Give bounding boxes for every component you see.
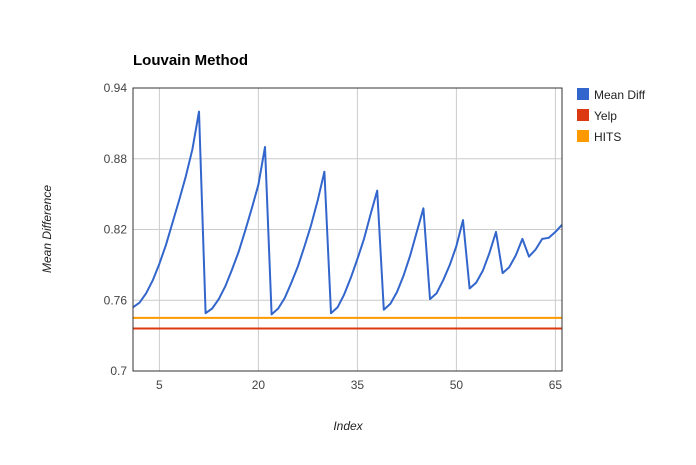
legend-swatch-yelp — [577, 109, 589, 121]
gridlines — [133, 88, 562, 371]
y-tick-label: 0.82 — [104, 223, 128, 237]
y-tick-label: 0.7 — [110, 364, 127, 378]
legend-label-hits: HITS — [594, 130, 621, 144]
x-tick-label: 65 — [549, 378, 563, 392]
tick-labels: 0.7 0.76 0.82 0.88 0.94 5 20 35 50 65 — [104, 81, 563, 392]
x-tick-label: 50 — [450, 378, 464, 392]
legend-label-yelp: Yelp — [594, 109, 617, 123]
y-axis-label: Mean Difference — [40, 185, 54, 273]
series-lines — [132, 110, 563, 330]
legend-swatch-hits — [577, 130, 589, 142]
x-tick-label: 35 — [351, 378, 365, 392]
y-tick-label: 0.76 — [104, 293, 128, 307]
series-line-mean-diff — [132, 110, 563, 316]
plot-frame — [132, 87, 563, 372]
x-tick-label: 20 — [252, 378, 266, 392]
legend-label-mean-diff: Mean Diff — [594, 88, 646, 102]
legend-swatch-mean-diff — [577, 88, 589, 100]
y-tick-label: 0.88 — [104, 152, 128, 166]
x-tick-label: 5 — [156, 378, 163, 392]
chart-title: Louvain Method — [133, 52, 248, 69]
y-tick-label: 0.94 — [104, 81, 128, 95]
x-axis-label: Index — [333, 419, 363, 433]
legend: Mean Diff Yelp HITS — [577, 88, 646, 144]
